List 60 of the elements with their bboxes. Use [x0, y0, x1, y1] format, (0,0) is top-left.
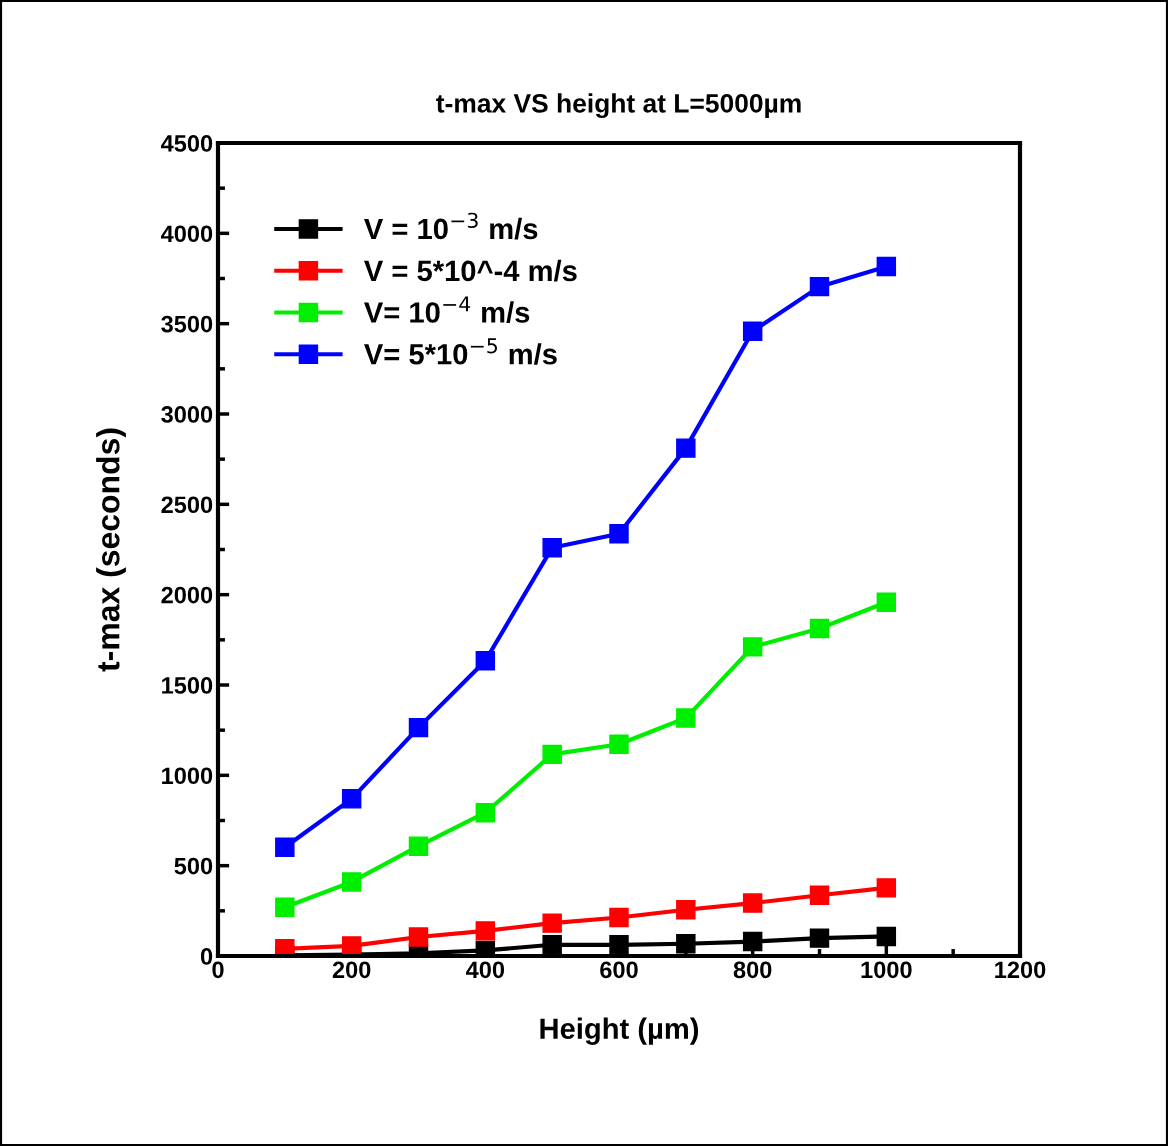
point — [676, 708, 696, 728]
point — [609, 524, 629, 544]
point — [742, 321, 763, 341]
point — [341, 789, 362, 809]
y-tick-label: 2000 — [161, 586, 213, 604]
x-tick-label: 800 — [733, 961, 772, 979]
x-tick-label: 1000 — [861, 961, 912, 979]
legend-label: V= 10$^{−4}$ m/s — [364, 296, 530, 324]
point — [475, 803, 496, 823]
y-tick-label: 1000 — [162, 767, 213, 785]
point — [676, 933, 696, 954]
y-tick-label: 500 — [174, 857, 213, 875]
x-tick-label: 600 — [600, 961, 638, 979]
x-tick-label: 1200 — [995, 961, 1046, 979]
point — [341, 936, 362, 956]
point — [809, 276, 830, 297]
point — [742, 637, 763, 657]
y-tick-label: 0 — [200, 948, 213, 965]
point — [609, 907, 629, 928]
point — [809, 618, 830, 639]
x-tick-label: 200 — [332, 961, 371, 979]
y-tick-label: 4500 — [160, 135, 213, 152]
x-axis-title: Height (µm) — [540, 1017, 699, 1045]
point — [542, 537, 562, 558]
point — [275, 897, 295, 917]
point — [676, 438, 696, 458]
legend-label: V = 10$^{−3}$ m/s — [364, 212, 538, 240]
point — [809, 928, 830, 948]
legend-label: V = 5*10^-4 m/s — [364, 259, 577, 282]
chart-title: t-max VS height at L=5000µm — [436, 93, 801, 119]
point — [609, 734, 629, 754]
y-tick-label: 4000 — [160, 225, 213, 243]
point — [542, 935, 562, 955]
y-axis-title: t-max (seconds) — [96, 428, 126, 672]
y-tick-label: 2500 — [161, 496, 213, 514]
point — [275, 837, 295, 857]
point — [742, 893, 763, 913]
point — [876, 926, 897, 947]
point — [676, 900, 696, 920]
point — [275, 939, 295, 956]
point — [876, 256, 897, 277]
point — [742, 931, 763, 952]
y-tick-label: 3000 — [161, 406, 213, 423]
point — [542, 744, 562, 765]
x-tick-label: 400 — [466, 961, 505, 979]
point — [341, 872, 362, 892]
point — [809, 885, 830, 906]
point — [475, 921, 496, 941]
point — [542, 913, 562, 933]
legend-label: V= 5*10$^{−5}$ m/s — [364, 338, 557, 365]
point — [876, 592, 897, 612]
x-tick-label: 0 — [212, 961, 224, 979]
point — [876, 878, 897, 898]
point — [408, 927, 429, 947]
y-tick-label: 1500 — [162, 677, 213, 694]
point — [475, 651, 496, 671]
y-tick-label: 3500 — [161, 315, 213, 333]
point — [609, 935, 629, 955]
point — [408, 717, 429, 738]
point — [408, 836, 429, 856]
